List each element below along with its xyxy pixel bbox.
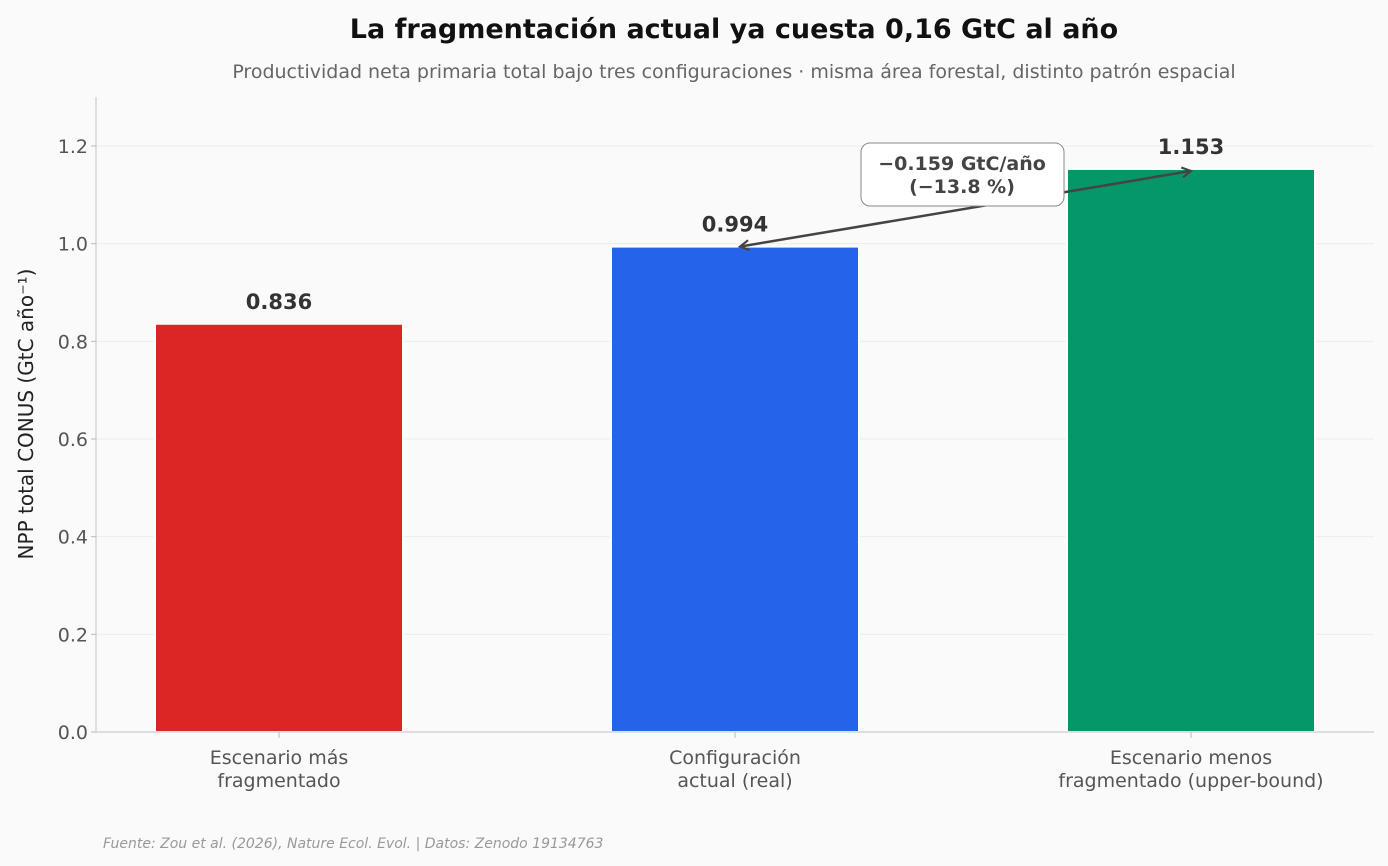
bar xyxy=(154,322,404,733)
chart-title: La fragmentación actual ya cuesta 0,16 G… xyxy=(350,14,1118,45)
difference-arrow xyxy=(740,171,1191,247)
bar-value-label: 0.836 xyxy=(246,290,312,314)
bar-value-label: 0.994 xyxy=(702,213,768,237)
bar-value-label: 1.153 xyxy=(1158,135,1224,159)
bar xyxy=(610,245,860,733)
y-tick-label: 0.2 xyxy=(58,624,88,646)
x-category-label: fragmentado (upper-bound) xyxy=(1058,770,1323,792)
y-tick-label: 0.0 xyxy=(58,722,88,744)
y-tick-labels: 0.0 0.2 0.4 0.6 0.8 1.0 1.2 xyxy=(58,136,96,744)
y-tick-label: 0.6 xyxy=(58,429,88,451)
y-tick-label: 1.0 xyxy=(58,234,88,256)
y-tick-label: 0.4 xyxy=(58,527,88,549)
annotation-box xyxy=(860,142,1065,207)
x-category-label: actual (real) xyxy=(677,770,792,792)
bars xyxy=(154,167,1316,733)
chart-subtitle: Productividad neta primaria total bajo t… xyxy=(232,61,1235,83)
source-note: Fuente: Zou et al. (2026), Nature Ecol. … xyxy=(103,836,603,852)
difference-annotation: −0.159 GtC/año (−13.8 %) xyxy=(740,142,1191,247)
bar xyxy=(1066,167,1316,733)
y-tick-label: 0.8 xyxy=(58,331,88,353)
x-category-label: fragmentado xyxy=(217,770,340,792)
annotation-line-1: −0.159 GtC/año xyxy=(878,153,1046,175)
annotation-line-2: (−13.8 %) xyxy=(909,176,1015,198)
x-category-label: Configuración xyxy=(669,747,801,769)
x-category-label: Escenario más xyxy=(210,747,349,769)
y-tick-label: 1.2 xyxy=(58,136,88,158)
x-category-label: Escenario menos xyxy=(1110,747,1272,769)
y-axis-label: NPP total CONUS (GtC año⁻¹) xyxy=(14,269,38,560)
